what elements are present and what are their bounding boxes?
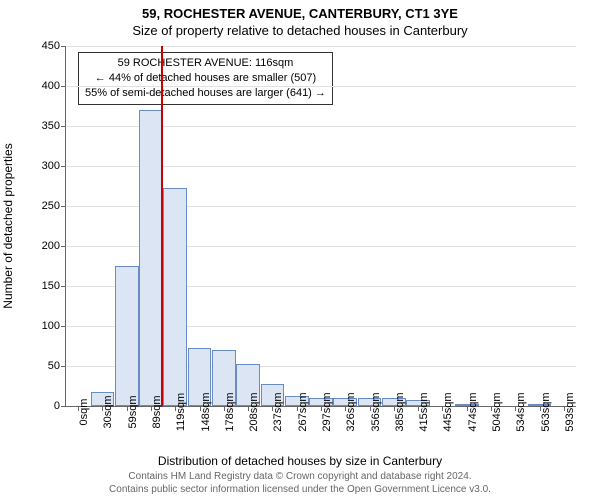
- ytick-label: 350: [20, 120, 60, 132]
- xtick-label: 534sqm: [515, 392, 527, 431]
- ytick-label: 100: [20, 320, 60, 332]
- ytick-mark: [61, 366, 66, 367]
- xtick-label: 593sqm: [564, 392, 576, 431]
- xtick-label: 267sqm: [297, 392, 309, 431]
- xtick-label: 474sqm: [467, 392, 479, 431]
- ytick-label: 200: [20, 240, 60, 252]
- xtick-label: 119sqm: [175, 393, 187, 431]
- xtick-label: 385sqm: [394, 392, 406, 431]
- ytick-label: 400: [20, 80, 60, 92]
- annotation-line3: 55% of semi-detached houses are larger (…: [85, 86, 326, 101]
- histogram-bar: [115, 266, 139, 406]
- page-title: 59, ROCHESTER AVENUE, CANTERBURY, CT1 3Y…: [0, 0, 600, 21]
- xtick-label: 148sqm: [200, 392, 212, 431]
- xtick-label: 326sqm: [345, 392, 357, 431]
- ytick-mark: [61, 246, 66, 247]
- ytick-mark: [61, 286, 66, 287]
- xtick-label: 445sqm: [442, 392, 454, 431]
- xtick-label: 0sqm: [78, 399, 90, 426]
- ytick-label: 0: [20, 400, 60, 412]
- y-axis-label: Number of detached properties: [1, 143, 15, 308]
- xtick-label: 59sqm: [127, 395, 139, 428]
- xtick-label: 178sqm: [224, 392, 236, 431]
- footer-line2: Contains public sector information licen…: [109, 484, 491, 497]
- histogram-bar: [139, 110, 163, 406]
- ytick-mark: [61, 126, 66, 127]
- xtick-label: 563sqm: [540, 392, 552, 431]
- marker-line: [161, 46, 163, 406]
- xtick-label: 504sqm: [491, 392, 503, 431]
- ytick-mark: [61, 46, 66, 47]
- xtick-label: 30sqm: [102, 395, 114, 428]
- annotation-line2: ← 44% of detached houses are smaller (50…: [85, 71, 326, 86]
- xtick-label: 297sqm: [321, 392, 333, 431]
- chart-plot-area: 59 ROCHESTER AVENUE: 116sqm ← 44% of det…: [65, 46, 576, 407]
- ytick-label: 300: [20, 160, 60, 172]
- ytick-mark: [61, 206, 66, 207]
- footer-line1: Contains HM Land Registry data © Crown c…: [109, 471, 491, 484]
- ytick-label: 50: [20, 360, 60, 372]
- annotation-line1: 59 ROCHESTER AVENUE: 116sqm: [85, 56, 326, 71]
- ytick-mark: [61, 406, 66, 407]
- footer-credits: Contains HM Land Registry data © Crown c…: [109, 471, 491, 496]
- x-axis-label: Distribution of detached houses by size …: [158, 454, 442, 468]
- xtick-label: 356sqm: [370, 392, 382, 431]
- gridline: [66, 46, 576, 47]
- ytick-label: 250: [20, 200, 60, 212]
- histogram-bar: [163, 188, 187, 406]
- xtick-label: 208sqm: [248, 392, 260, 431]
- xtick-label: 237sqm: [272, 392, 284, 431]
- ytick-mark: [61, 326, 66, 327]
- page-subtitle: Size of property relative to detached ho…: [0, 21, 600, 42]
- ytick-mark: [61, 86, 66, 87]
- gridline: [66, 86, 576, 87]
- ytick-label: 450: [20, 40, 60, 52]
- xtick-label: 415sqm: [418, 392, 430, 431]
- chart-container: 59, ROCHESTER AVENUE, CANTERBURY, CT1 3Y…: [0, 0, 600, 500]
- annotation-box: 59 ROCHESTER AVENUE: 116sqm ← 44% of det…: [78, 52, 333, 105]
- ytick-mark: [61, 166, 66, 167]
- ytick-label: 150: [20, 280, 60, 292]
